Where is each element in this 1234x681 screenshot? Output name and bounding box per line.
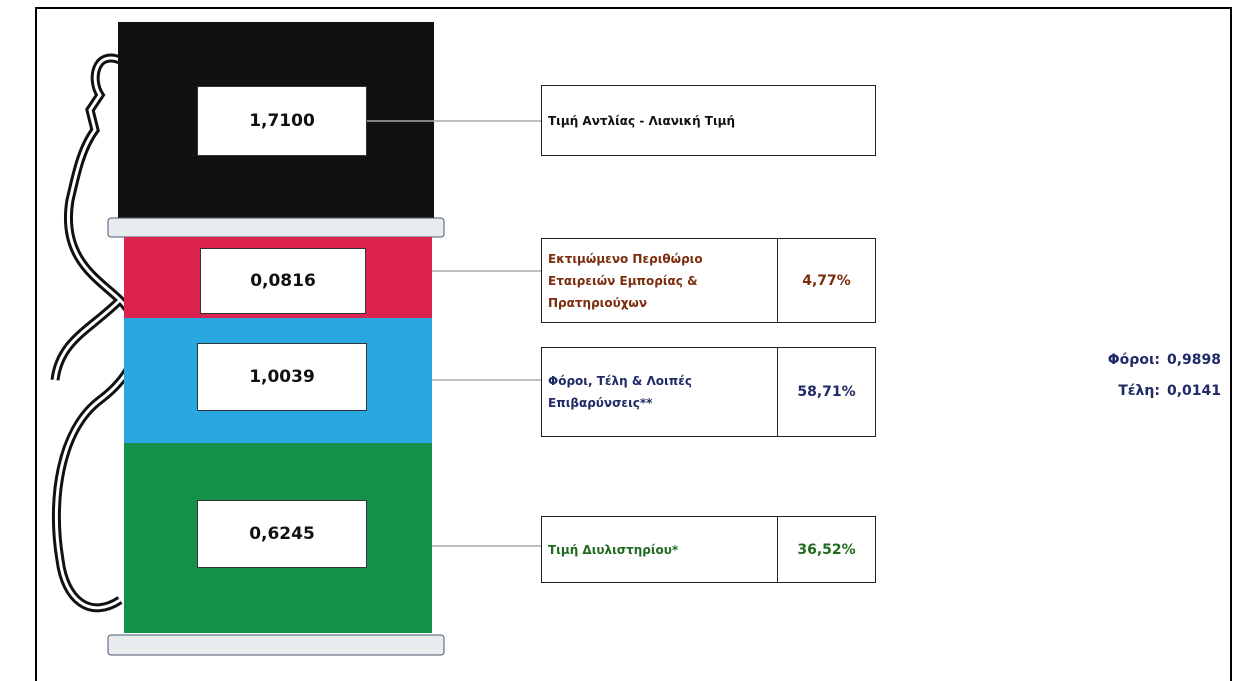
pump-base bbox=[107, 634, 445, 656]
refinery-percent: 36,52% bbox=[777, 516, 876, 583]
retail-label: Τιμή Αντλίας - Λιανική Τιμή bbox=[541, 85, 876, 156]
margin-value: 0,0816 bbox=[200, 248, 366, 314]
breakdown-value: 0,9898 bbox=[1167, 352, 1222, 368]
refinery-value: 0,6245 bbox=[197, 500, 367, 568]
taxes-value: 1,0039 bbox=[197, 343, 367, 411]
taxes-label: Φόροι, Τέλη & Λοιπές Επιβαρύνσεις** bbox=[541, 347, 778, 437]
breakdown-value: 0,0141 bbox=[1167, 383, 1222, 399]
breakdown-label: Τέλη: bbox=[1118, 383, 1160, 399]
breakdown-label: Φόροι: bbox=[1107, 352, 1160, 368]
margin-label: Εκτιμώμενο Περιθώριο Εταιρειών Εμπορίας … bbox=[541, 238, 778, 323]
margin-percent: 4,77% bbox=[777, 238, 876, 323]
frame bbox=[35, 7, 1232, 681]
pump-cap bbox=[107, 217, 445, 238]
retail-price: 1,7100 bbox=[197, 86, 367, 156]
refinery-label: Τιμή Διυλιστηρίου* bbox=[541, 516, 778, 583]
taxes-percent: 58,71% bbox=[777, 347, 876, 437]
